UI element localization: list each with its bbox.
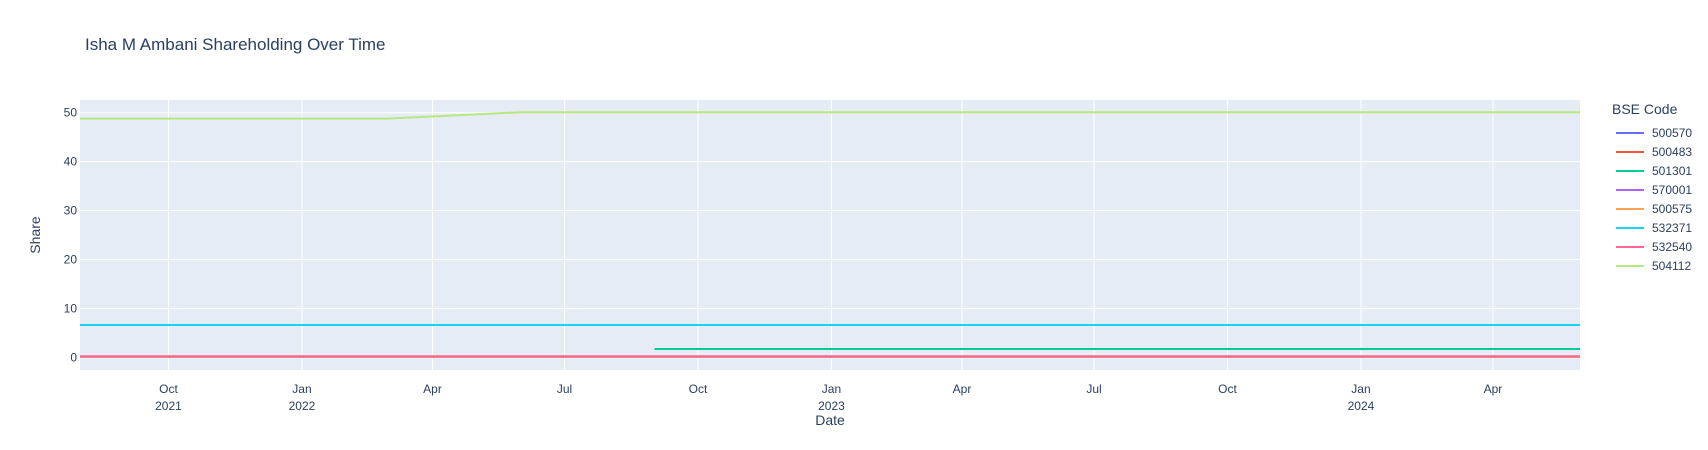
x-tick-year-label: 2024 <box>1348 399 1375 413</box>
legend-item-504112[interactable]: 504112 <box>1616 259 1691 273</box>
x-tick-year-label: 2022 <box>289 399 316 413</box>
x-tick-label: Jan <box>292 382 311 396</box>
x-tick-label: Apr <box>423 382 442 396</box>
x-tick-label: Oct <box>1218 382 1237 396</box>
legend-label: 501301 <box>1652 164 1692 178</box>
x-tick-label: Jul <box>1086 382 1101 396</box>
legend-item-500483[interactable]: 500483 <box>1616 145 1692 159</box>
y-tick-label: 40 <box>64 155 78 169</box>
legend-item-501301[interactable]: 501301 <box>1616 164 1692 178</box>
x-tick-label: Jan <box>822 382 841 396</box>
legend-label: 504112 <box>1652 259 1691 273</box>
legend-label: 500483 <box>1652 145 1692 159</box>
legend-label: 532371 <box>1652 221 1692 235</box>
legend-item-532540[interactable]: 532540 <box>1616 240 1692 254</box>
y-tick-label: 30 <box>64 204 78 218</box>
x-axis-ticks: Oct 2021 Jan 2022 Apr Jul Oct Jan 2023 Apr Jul Oct J… <box>155 382 1502 413</box>
y-tick-label: 50 <box>64 106 78 120</box>
legend-item-500570[interactable]: 500570 <box>1616 126 1692 140</box>
x-tick-label: Jan <box>1351 382 1370 396</box>
legend-label: 532540 <box>1652 240 1692 254</box>
legend-title: BSE Code <box>1612 101 1678 117</box>
legend-item-570001[interactable]: 570001 <box>1616 183 1692 197</box>
series-line-504112 <box>80 111 1580 120</box>
x-tick-label: Apr <box>953 382 972 396</box>
legend-label: 570001 <box>1652 183 1692 197</box>
legend[interactable]: 500570 500483 501301 570001 500575 532371 5325… <box>1616 126 1692 273</box>
chart-title: Isha M Ambani Shareholding Over Time <box>85 35 385 54</box>
y-tick-label: 10 <box>64 301 78 315</box>
x-tick-label: Oct <box>689 382 708 396</box>
legend-item-500575[interactable]: 500575 <box>1616 202 1692 216</box>
x-axis-title: Date <box>815 412 845 428</box>
y-axis-ticks: 0 10 20 30 40 50 <box>64 106 78 365</box>
series-lines <box>80 111 1580 358</box>
legend-label: 500575 <box>1652 202 1692 216</box>
y-tick-label: 20 <box>64 252 78 266</box>
x-tick-label: Apr <box>1484 382 1503 396</box>
legend-label: 500570 <box>1652 126 1692 140</box>
x-tick-label: Jul <box>557 382 572 396</box>
plot-area <box>80 100 1580 370</box>
y-tick-label: 0 <box>70 350 77 364</box>
x-tick-year-label: 2023 <box>818 399 845 413</box>
x-tick-label: Oct <box>159 382 178 396</box>
x-tick-year-label: 2021 <box>155 399 182 413</box>
legend-item-532371[interactable]: 532371 <box>1616 221 1692 235</box>
y-axis-title: Share <box>27 216 43 254</box>
